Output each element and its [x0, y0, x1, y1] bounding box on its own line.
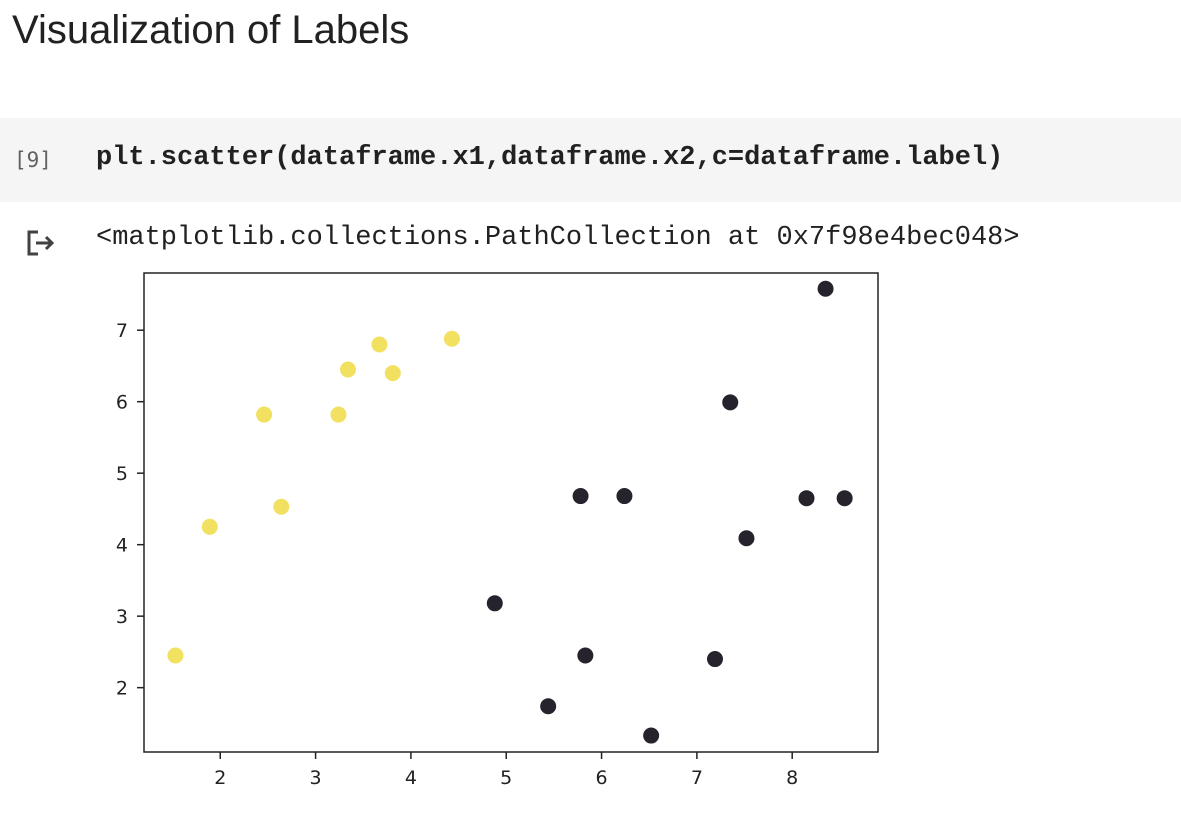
x-tick-label: 5 — [500, 767, 512, 789]
scatter-point — [339, 361, 356, 378]
page-title: Visualization of Labels — [12, 8, 410, 52]
y-tick-label: 3 — [116, 606, 128, 628]
x-tick-label: 3 — [310, 767, 322, 789]
x-tick-label: 4 — [405, 767, 417, 789]
scatter-point — [616, 488, 633, 505]
scatter-point — [486, 595, 503, 612]
scatter-point — [577, 647, 594, 664]
output-arrow-icon[interactable] — [24, 228, 58, 258]
output-text: <matplotlib.collections.PathCollection a… — [96, 223, 1020, 253]
scatter-point — [443, 330, 460, 347]
scatter-point — [256, 406, 273, 423]
scatter-point — [706, 651, 723, 668]
code-input[interactable]: plt.scatter(dataframe.x1,dataframe.x2,c=… — [96, 143, 1004, 173]
scatter-point — [201, 518, 218, 535]
scatter-point — [817, 280, 834, 297]
x-tick-label: 2 — [214, 767, 226, 789]
x-tick-label: 6 — [596, 767, 608, 789]
y-tick-label: 5 — [116, 463, 128, 485]
scatter-point — [330, 406, 347, 423]
x-tick-label: 8 — [786, 767, 798, 789]
scatter-point — [722, 394, 739, 411]
y-tick-label: 4 — [116, 535, 128, 557]
plot-frame — [143, 272, 879, 753]
y-tick-label: 2 — [116, 678, 128, 700]
execution-count: [9] — [14, 148, 52, 172]
code-cell[interactable] — [0, 118, 1181, 202]
scatter-point — [371, 336, 388, 353]
scatter-point — [836, 490, 853, 507]
x-tick-label: 7 — [691, 767, 703, 789]
y-tick-label: 6 — [116, 392, 128, 414]
scatter-point — [167, 647, 184, 664]
scatter-point — [798, 490, 815, 507]
scatter-point — [572, 488, 589, 505]
scatter-point — [384, 365, 401, 382]
y-tick-label: 7 — [116, 320, 128, 342]
scatter-point — [540, 698, 557, 715]
scatter-point — [643, 727, 660, 744]
scatter-point — [738, 530, 755, 547]
scatter-point — [273, 498, 290, 515]
